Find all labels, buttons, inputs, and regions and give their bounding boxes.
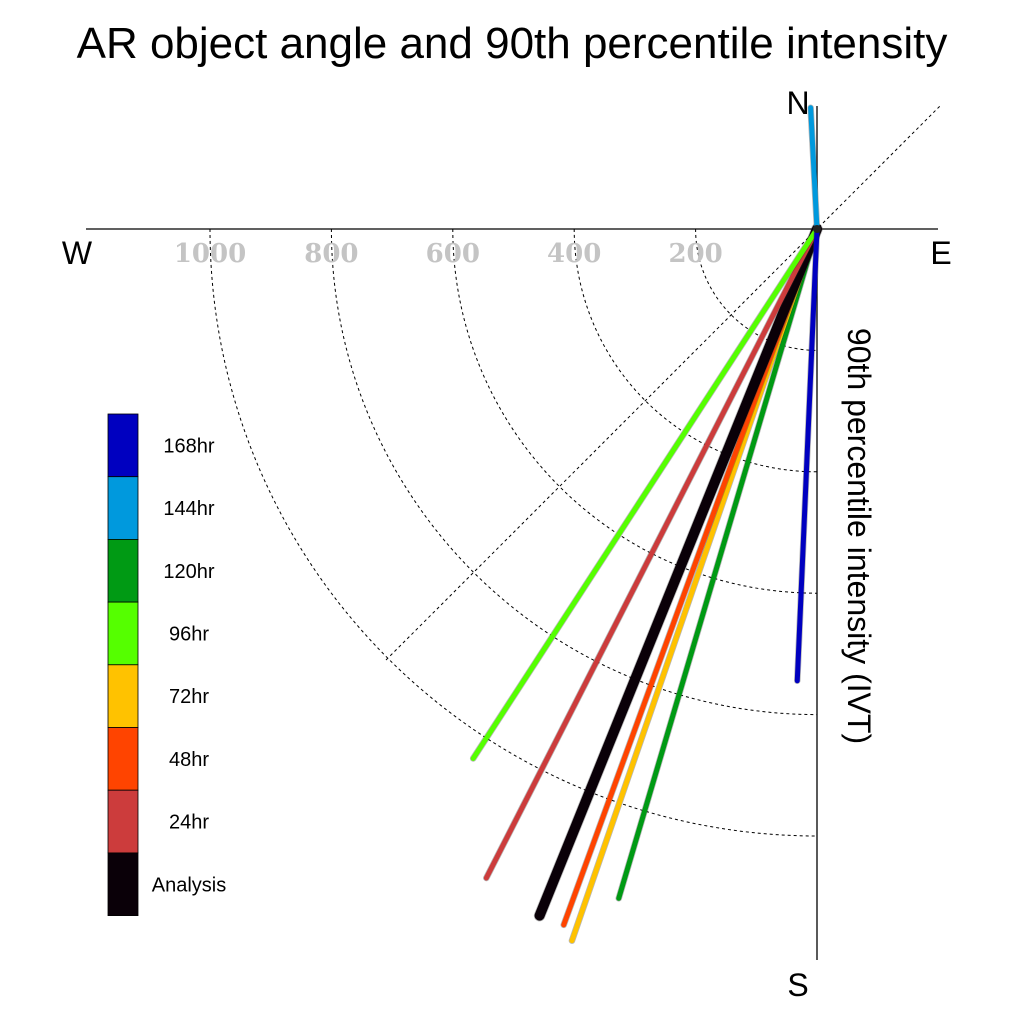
radial-tick-label: 600 [426, 239, 480, 269]
diagonal-guide [385, 105, 941, 661]
radial-tick-label: 1000 [174, 239, 246, 269]
legend-swatch-120hr [107, 539, 139, 603]
series-vector-line [534, 224, 822, 921]
legend-swatch-168hr [107, 413, 139, 478]
legend-label: 168hr [163, 435, 214, 457]
legend-swatch-72hr [107, 664, 139, 728]
series-vector-96hr [469, 225, 821, 762]
radial-tick-labels: 200 400 600 800 1000 [174, 239, 723, 269]
series-vector-line [616, 226, 820, 901]
series-vector-Analysis [533, 223, 823, 922]
compass-east: E [930, 235, 951, 271]
legend-swatch-48hr [107, 727, 139, 791]
grid-arc-800 [330, 228, 818, 716]
radial-tick-label: 800 [304, 239, 358, 269]
legend-swatch-144hr [107, 476, 139, 540]
compass-south: S [787, 967, 808, 1003]
series-vector-120hr [615, 225, 821, 902]
series-vector-line [470, 226, 820, 761]
radial-tick-label: 400 [547, 239, 601, 269]
legend-label: Analysis [152, 874, 226, 896]
legend-label: 144hr [163, 498, 214, 520]
compass-north: N [786, 85, 809, 121]
compass-west: W [62, 235, 93, 271]
series-vectors [469, 104, 823, 944]
legend: 168hr 144hr 120hr 96hr 72hr 48hr 24hr Analysis [107, 413, 226, 917]
grid-arc-200 [695, 228, 818, 351]
series-vector-line [483, 226, 820, 881]
legend-label: 24hr [169, 812, 209, 834]
series-vector-line [808, 105, 820, 232]
series-vector-168hr [794, 225, 821, 685]
legend-swatch-24hr [107, 789, 139, 854]
legend-label: 72hr [169, 686, 209, 708]
series-vector-24hr [483, 225, 821, 882]
radial-tick-label: 200 [668, 239, 722, 269]
origin-point [813, 225, 821, 233]
series-vector-line [794, 226, 820, 684]
series-vector-144hr [807, 104, 821, 233]
legend-label: 120hr [163, 561, 214, 583]
radial-axis-label: 90th percentile intensity (IVT) [841, 328, 877, 744]
grid-arc-600 [452, 228, 818, 594]
legend-swatch-Analysis [107, 852, 139, 917]
grid-arc-400 [573, 228, 818, 473]
legend-label: 96hr [169, 623, 209, 645]
chart-title: AR object angle and 90th percentile inte… [77, 19, 948, 68]
legend-swatch-96hr [107, 601, 139, 666]
legend-label: 48hr [169, 749, 209, 771]
